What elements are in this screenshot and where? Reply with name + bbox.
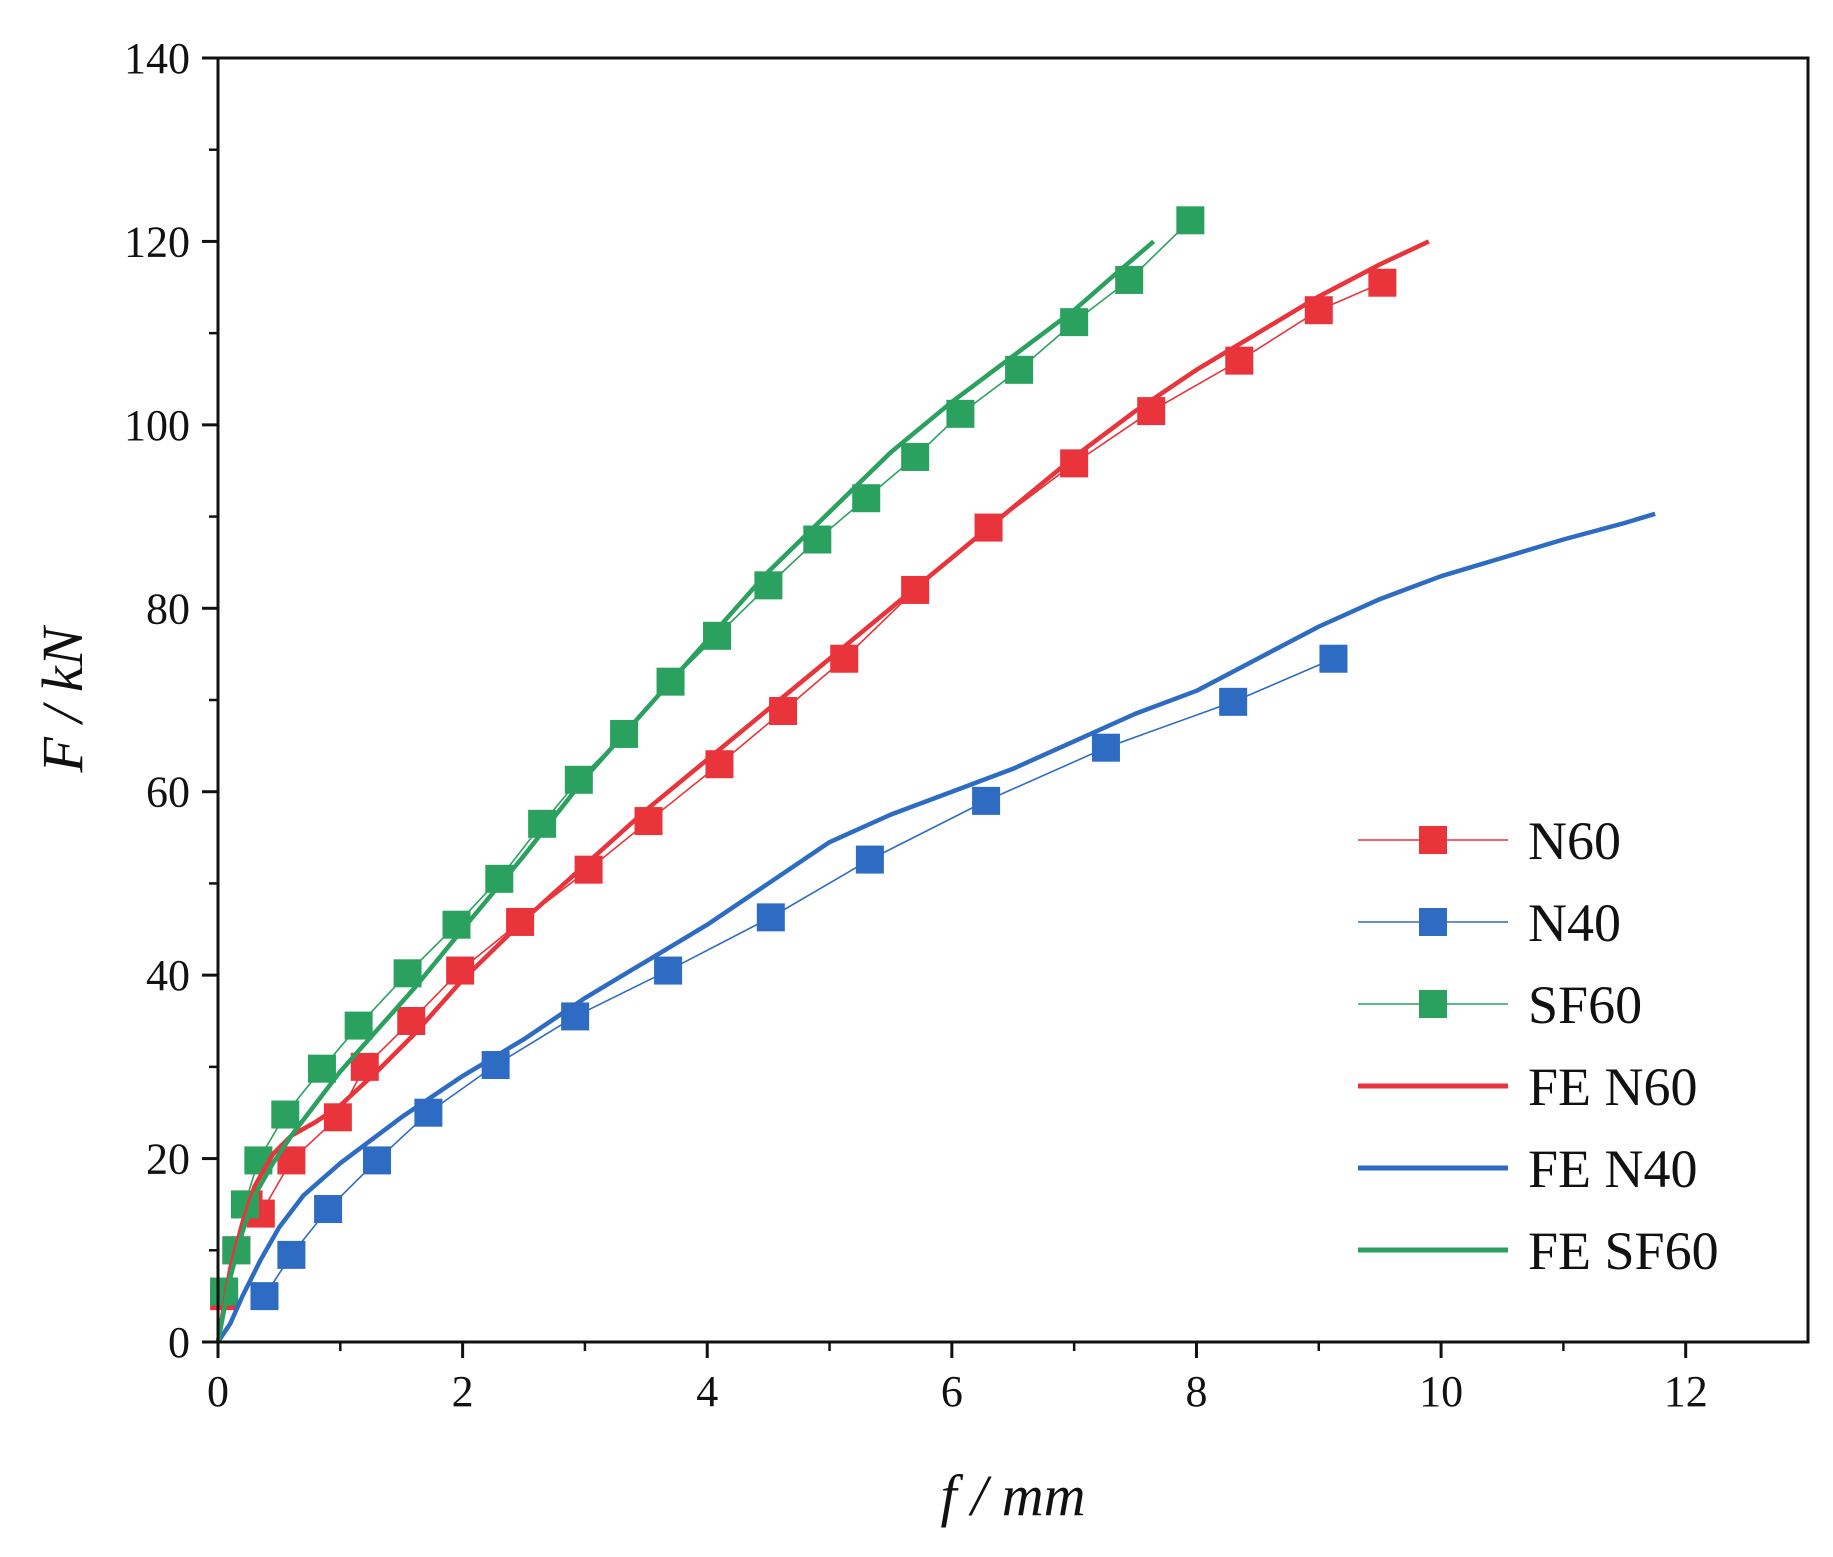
legend-label-fe-n40: FE N40: [1528, 1139, 1698, 1199]
legend-label-fe-n60: FE N60: [1528, 1057, 1698, 1117]
data-point-sf60: [1176, 206, 1205, 235]
legend-marker-sf60: [1419, 990, 1447, 1018]
legend-label-n60: N60: [1528, 811, 1621, 871]
legend: N60 N40 SF60 FE N60 FE N40 FE SF60: [1358, 811, 1719, 1281]
y-tick-label: 100: [124, 401, 190, 450]
series-connector-n60: [223, 281, 1383, 1297]
data-point-n40: [756, 903, 785, 932]
data-point-n40: [314, 1195, 343, 1224]
x-axis-title: f / mm: [941, 1463, 1086, 1528]
data-point-sf60: [901, 442, 930, 471]
data-point-n40: [1319, 644, 1348, 673]
legend-label-fe-sf60: FE SF60: [1528, 1221, 1719, 1281]
data-point-n40: [855, 845, 884, 874]
y-axis-title: F / kN: [30, 624, 95, 773]
y-tick-label: 40: [146, 951, 190, 1000]
series-line-fe-n40: [216, 511, 1656, 1344]
legend-label-sf60: SF60: [1528, 975, 1642, 1035]
y-tick-label: 20: [146, 1135, 190, 1184]
data-point-n60: [634, 807, 663, 836]
x-tick-label: 12: [1664, 1367, 1708, 1416]
plot-content: [210, 206, 1656, 1344]
data-point-n40: [654, 956, 683, 985]
y-tick-label: 120: [124, 217, 190, 266]
data-point-n40: [277, 1240, 306, 1269]
x-tick-label: 4: [696, 1367, 718, 1416]
data-point-sf60: [271, 1100, 300, 1129]
data-point-n40: [1219, 687, 1248, 716]
x-tick-label: 0: [207, 1367, 229, 1416]
data-point-n40: [363, 1146, 391, 1175]
legend-label-n40: N40: [1528, 893, 1621, 953]
x-tick-label: 2: [452, 1367, 474, 1416]
data-point-sf60: [307, 1054, 336, 1083]
data-point-n60: [769, 697, 798, 726]
series-line-fe-sf60: [215, 239, 1156, 1343]
y-tick-label: 60: [146, 768, 190, 817]
data-point-n60: [1368, 268, 1397, 297]
legend-marker-n60: [1419, 826, 1447, 854]
x-tick-label: 10: [1419, 1367, 1463, 1416]
legend-marker-n40: [1419, 908, 1447, 936]
data-point-sf60: [564, 765, 593, 794]
x-axis-ticks: 0 2 4 6 8 10 12: [207, 1342, 1708, 1416]
y-tick-label: 140: [124, 34, 190, 83]
y-tick-label: 0: [168, 1318, 190, 1367]
x-tick-label: 6: [941, 1367, 963, 1416]
data-point-n40: [250, 1282, 279, 1311]
data-point-n40: [1091, 733, 1120, 762]
data-point-sf60: [852, 484, 881, 513]
series-line-fe-n60: [215, 239, 1430, 1343]
x-tick-label: 8: [1185, 1367, 1207, 1416]
data-point-n40: [414, 1098, 443, 1127]
y-axis-ticks: 0 20 40 60 80 100 120 140: [124, 34, 218, 1367]
data-point-sf60: [803, 525, 832, 554]
y-tick-label: 80: [146, 584, 190, 633]
data-point-n60: [397, 1007, 426, 1035]
data-point-n60: [705, 750, 734, 779]
data-point-sf60: [344, 1011, 373, 1040]
data-point-n40: [972, 786, 1001, 815]
